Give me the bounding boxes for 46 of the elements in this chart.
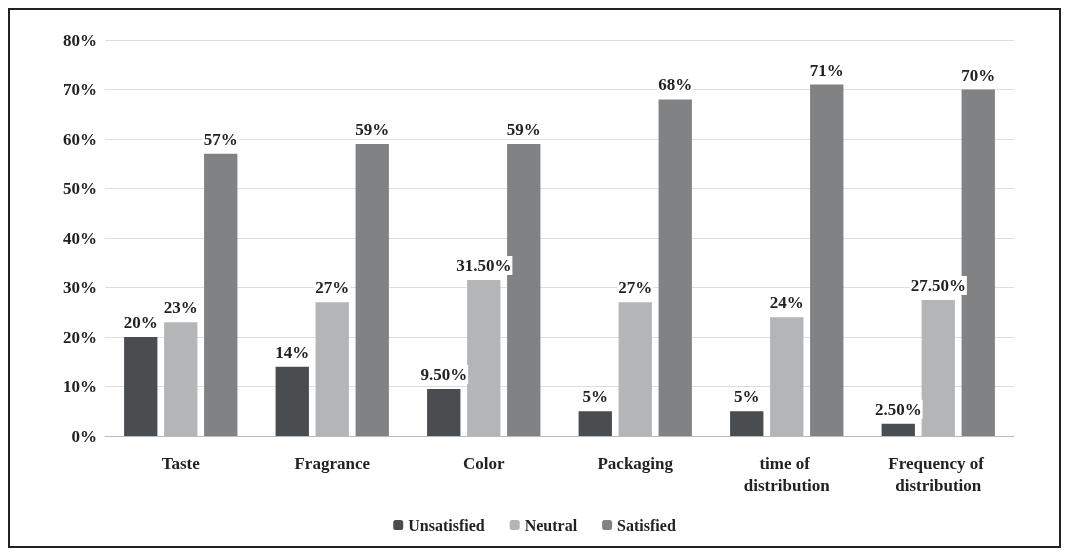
bar <box>881 423 915 436</box>
x-tick-label: Packaging <box>597 453 674 473</box>
data-label: 9.50% <box>420 364 468 384</box>
data-label: 70% <box>961 65 996 85</box>
bar <box>427 388 461 436</box>
data-label: 23% <box>163 298 198 318</box>
data-label: 59% <box>506 119 541 139</box>
data-label: 24% <box>769 293 804 313</box>
data-label: 2.50% <box>874 399 922 419</box>
data-label: 20% <box>123 313 158 332</box>
data-label: 27% <box>315 278 350 298</box>
x-tick-label: Color <box>462 453 505 473</box>
y-tick-label: 20% <box>63 327 97 347</box>
y-tick-label: 80% <box>63 30 97 50</box>
data-label: 71% <box>809 60 844 80</box>
bar <box>578 411 612 436</box>
x-tick-label: Frequency of distribution <box>888 453 989 495</box>
bar <box>810 84 844 436</box>
x-tick-label: Taste <box>161 453 201 473</box>
bar <box>124 337 158 436</box>
bar <box>730 411 764 436</box>
data-label: 5% <box>734 387 760 407</box>
legend-label: Unsatisfied <box>408 516 485 534</box>
data-label: 57% <box>203 129 238 149</box>
y-tick-label: 10% <box>63 377 97 396</box>
y-tick-label: 0% <box>71 426 97 446</box>
data-label: 14% <box>275 342 310 362</box>
data-label: 5% <box>582 387 608 407</box>
y-tick-label: 50% <box>63 179 97 198</box>
legend-label: Satisfied <box>617 516 676 534</box>
data-label: 27.50% <box>910 275 966 295</box>
data-label: 59% <box>355 119 390 139</box>
data-label: 68% <box>658 75 693 95</box>
y-tick-label: 30% <box>63 278 97 297</box>
bar <box>355 143 389 436</box>
x-tick-label: Fragrance <box>294 453 371 473</box>
bar <box>658 99 692 436</box>
bar <box>204 153 238 436</box>
y-tick-label: 70% <box>63 80 97 99</box>
bar <box>275 366 309 436</box>
data-label: 31.50% <box>456 256 512 276</box>
data-label: 27% <box>618 278 653 298</box>
x-tick-label: time of distribution <box>743 453 831 495</box>
y-tick-label: 60% <box>63 129 97 149</box>
y-tick-label: 40% <box>63 228 97 248</box>
legend-label: Neutral <box>524 516 578 534</box>
